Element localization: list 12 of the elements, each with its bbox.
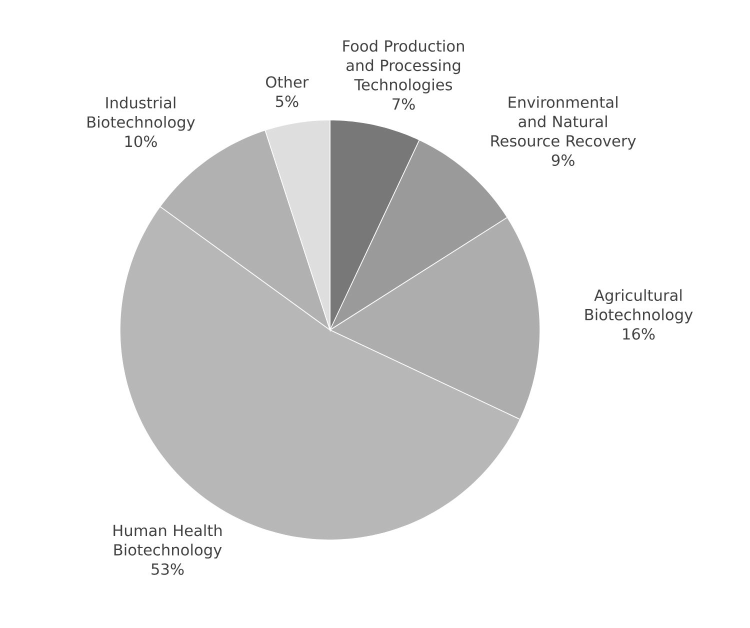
- slice-label: Industrial Biotechnology: [88, 96, 195, 131]
- data-label: 10%: [125, 136, 157, 148]
- data-label: 53%: [152, 563, 184, 575]
- data-label: 7%: [392, 98, 415, 110]
- slice-label: Agricultural Biotechnology: [585, 289, 693, 324]
- slice-label: Human Health Biotechnology: [114, 524, 222, 559]
- slice-label: Food Production and Processing Technologies: [343, 40, 464, 94]
- data-label: 9%: [552, 154, 574, 166]
- data-label: 16%: [623, 328, 655, 340]
- slice-label: Other: [266, 76, 309, 88]
- slice-label: Environmental and Natural Resource Recovery: [491, 96, 636, 150]
- data-label: 5%: [276, 96, 298, 108]
